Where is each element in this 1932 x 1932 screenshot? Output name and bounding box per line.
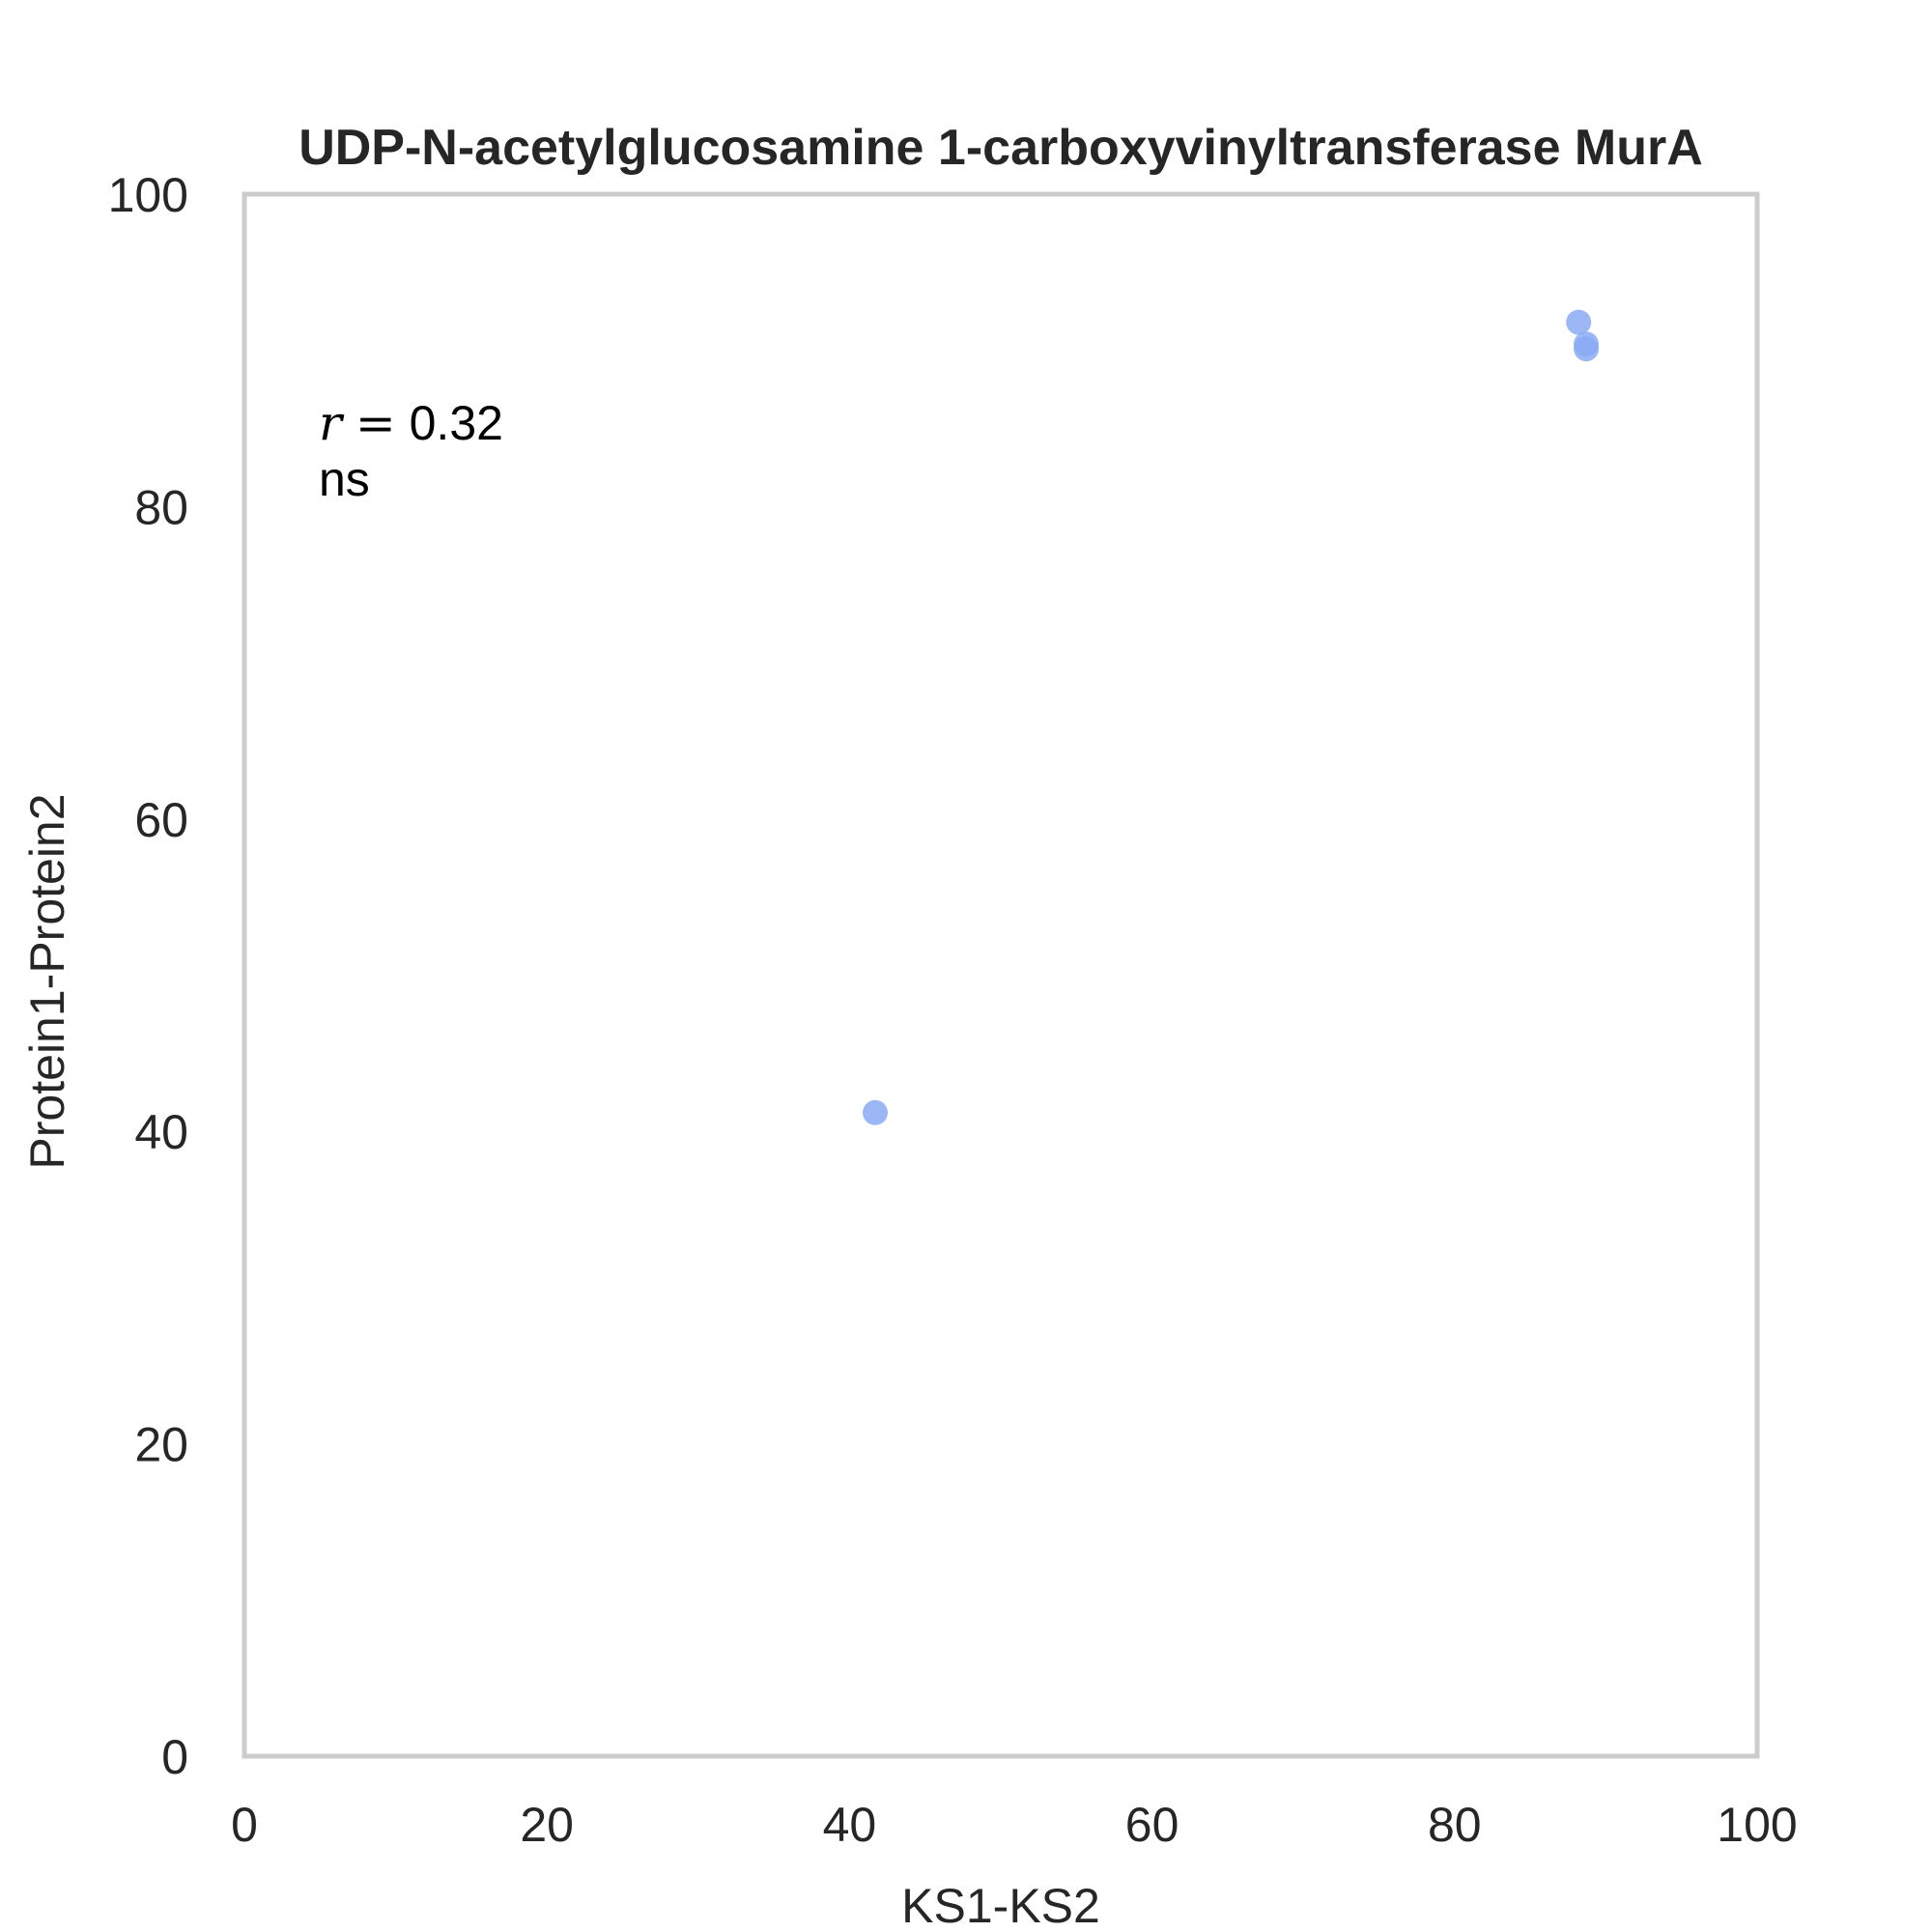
data-points: [863, 309, 1600, 1125]
axis-ticks: 0 20 40 60 80 100 0 20 40 60 80 100: [108, 168, 1798, 1852]
chart-title: UDP-N-acetylglucosamine 1-carboxyvinyltr…: [298, 120, 1703, 176]
plot-frame: [242, 191, 1760, 1759]
y-tick-label: 100: [108, 168, 188, 222]
y-tick-label: 0: [161, 1730, 188, 1784]
x-tick-label: 60: [1125, 1798, 1179, 1852]
x-tick-label: 80: [1428, 1798, 1482, 1852]
x-tick-label: 20: [520, 1798, 574, 1852]
x-tick-label: 40: [823, 1798, 877, 1852]
equals-sign: =: [355, 395, 396, 451]
r-symbol: r: [319, 395, 345, 451]
y-tick-label: 20: [134, 1418, 188, 1472]
y-tick-label: 40: [134, 1105, 188, 1159]
y-axis-label: Protein1-Protein2: [20, 793, 74, 1169]
correlation-annotation: r = 0.32: [319, 395, 503, 451]
y-tick-label: 80: [134, 480, 188, 534]
significance-label: ns: [319, 452, 370, 506]
data-point: [1566, 309, 1592, 335]
x-tick-label: 0: [231, 1798, 258, 1852]
y-tick-label: 60: [134, 793, 188, 847]
data-point: [1574, 336, 1600, 362]
data-point: [863, 1099, 889, 1125]
x-axis-label: KS1-KS2: [901, 1879, 1100, 1932]
x-tick-label: 100: [1717, 1798, 1797, 1852]
r-value: 0.32: [410, 396, 503, 450]
